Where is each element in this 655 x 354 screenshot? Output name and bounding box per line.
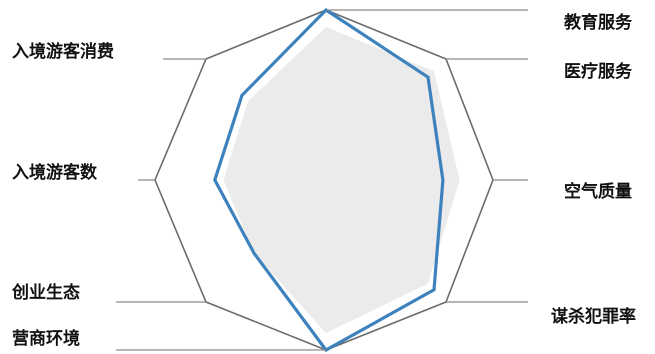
category-label: 创业生态 — [11, 282, 80, 303]
category-label: 谋杀犯罪率 — [551, 306, 636, 327]
label-leader-lines — [116, 9, 528, 351]
category-label: 入境游客数 — [12, 162, 98, 183]
category-label: 营商环境 — [12, 328, 80, 349]
category-label: 教育服务 — [563, 12, 633, 33]
category-label: 入境游客消费 — [12, 41, 114, 62]
category-label: 空气质量 — [564, 181, 632, 202]
series-area-secondary — [223, 27, 460, 333]
comparison-area — [223, 27, 460, 333]
category-label: 医疗服务 — [564, 61, 633, 82]
